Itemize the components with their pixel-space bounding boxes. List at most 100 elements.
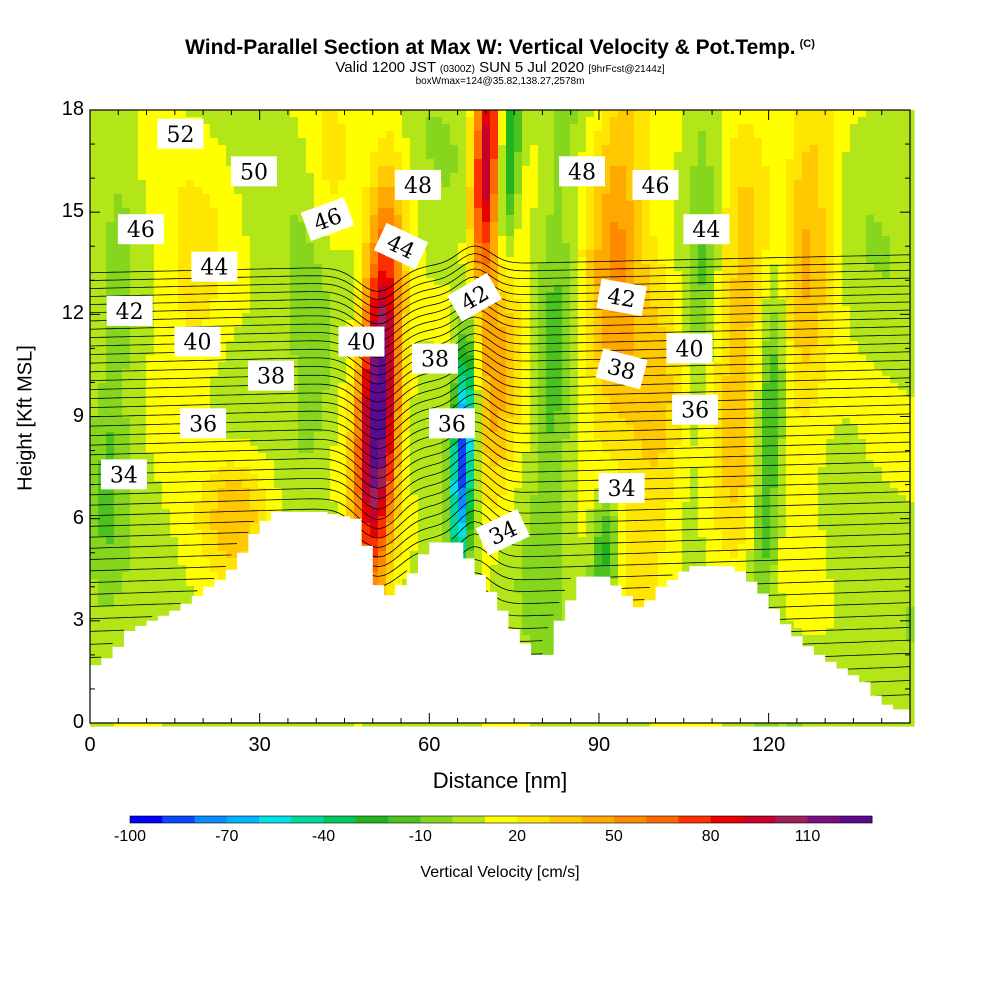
velocity-cell xyxy=(346,131,355,139)
velocity-cell xyxy=(106,194,115,202)
velocity-cell xyxy=(290,453,299,461)
velocity-cell xyxy=(338,495,347,503)
velocity-cell xyxy=(226,334,235,342)
velocity-cell xyxy=(498,446,507,454)
velocity-cell xyxy=(442,320,451,328)
velocity-cell xyxy=(426,117,435,125)
velocity-cell xyxy=(218,187,227,195)
velocity-cell xyxy=(538,159,547,167)
velocity-cell xyxy=(322,152,331,160)
velocity-cell xyxy=(450,334,459,342)
velocity-cell xyxy=(194,376,203,384)
velocity-cell xyxy=(90,523,99,531)
velocity-cell xyxy=(530,453,539,461)
velocity-cell xyxy=(330,320,339,328)
velocity-cell xyxy=(170,110,179,118)
velocity-cell xyxy=(258,250,267,258)
velocity-cell xyxy=(378,180,387,188)
velocity-cell xyxy=(378,194,387,202)
velocity-cell xyxy=(402,439,411,447)
velocity-cell xyxy=(386,453,395,461)
velocity-cell xyxy=(242,516,251,524)
velocity-cell xyxy=(130,397,139,405)
velocity-cell xyxy=(354,194,363,202)
velocity-cell xyxy=(338,138,347,146)
velocity-cell xyxy=(506,222,515,230)
velocity-cell xyxy=(314,110,323,118)
velocity-cell xyxy=(98,138,107,146)
velocity-cell xyxy=(306,180,315,188)
velocity-cell xyxy=(186,446,195,454)
velocity-cell xyxy=(170,404,179,412)
velocity-cell xyxy=(98,355,107,363)
velocity-cell xyxy=(506,292,515,300)
velocity-cell xyxy=(194,369,203,377)
velocity-cell xyxy=(490,334,499,342)
velocity-cell xyxy=(538,355,547,363)
velocity-cell xyxy=(138,187,147,195)
velocity-cell xyxy=(202,152,211,160)
velocity-cell xyxy=(138,495,147,503)
velocity-cell xyxy=(530,334,539,342)
velocity-cell xyxy=(346,285,355,293)
velocity-cell xyxy=(130,250,139,258)
velocity-cell xyxy=(530,341,539,349)
velocity-cell xyxy=(170,159,179,167)
velocity-cell xyxy=(90,376,99,384)
velocity-cell xyxy=(226,376,235,384)
velocity-cell xyxy=(210,565,219,573)
velocity-cell xyxy=(378,215,387,223)
velocity-cell xyxy=(322,453,331,461)
velocity-cell xyxy=(234,516,243,524)
velocity-cell xyxy=(202,453,211,461)
velocity-cell xyxy=(138,243,147,251)
velocity-cell xyxy=(298,222,307,230)
velocity-cell xyxy=(354,306,363,314)
velocity-cell xyxy=(530,215,539,223)
velocity-cell xyxy=(386,397,395,405)
velocity-cell xyxy=(330,194,339,202)
velocity-cell xyxy=(466,348,475,356)
velocity-cell xyxy=(282,208,291,216)
velocity-cell xyxy=(346,187,355,195)
velocity-cell xyxy=(130,201,139,209)
velocity-cell xyxy=(450,124,459,132)
velocity-cell xyxy=(298,187,307,195)
velocity-cell xyxy=(154,348,163,356)
velocity-cell xyxy=(298,355,307,363)
velocity-cell xyxy=(506,159,515,167)
velocity-cell xyxy=(378,299,387,307)
velocity-cell xyxy=(474,453,483,461)
velocity-cell xyxy=(498,180,507,188)
velocity-cell xyxy=(194,299,203,307)
velocity-cell xyxy=(538,495,547,503)
velocity-cell xyxy=(498,551,507,559)
velocity-cell xyxy=(514,320,523,328)
velocity-cell xyxy=(490,572,499,580)
velocity-cell xyxy=(154,180,163,188)
velocity-cell xyxy=(162,320,171,328)
velocity-cell xyxy=(370,460,379,468)
velocity-cell xyxy=(362,481,371,489)
velocity-cell xyxy=(490,474,499,482)
velocity-cell xyxy=(474,194,483,202)
velocity-cell xyxy=(186,474,195,482)
velocity-cell xyxy=(282,355,291,363)
velocity-cell xyxy=(450,159,459,167)
velocity-cell xyxy=(450,131,459,139)
velocity-cell xyxy=(338,159,347,167)
velocity-cell xyxy=(466,481,475,489)
velocity-cell xyxy=(210,404,219,412)
velocity-cell xyxy=(138,208,147,216)
velocity-cell xyxy=(90,397,99,405)
velocity-cell xyxy=(258,264,267,272)
velocity-cell xyxy=(170,474,179,482)
velocity-cell xyxy=(522,572,531,580)
velocity-cell xyxy=(146,460,155,468)
velocity-cell xyxy=(354,495,363,503)
velocity-cell xyxy=(330,313,339,321)
velocity-cell xyxy=(362,537,371,545)
velocity-cell xyxy=(466,327,475,335)
velocity-cell xyxy=(114,600,123,608)
velocity-cell xyxy=(314,334,323,342)
